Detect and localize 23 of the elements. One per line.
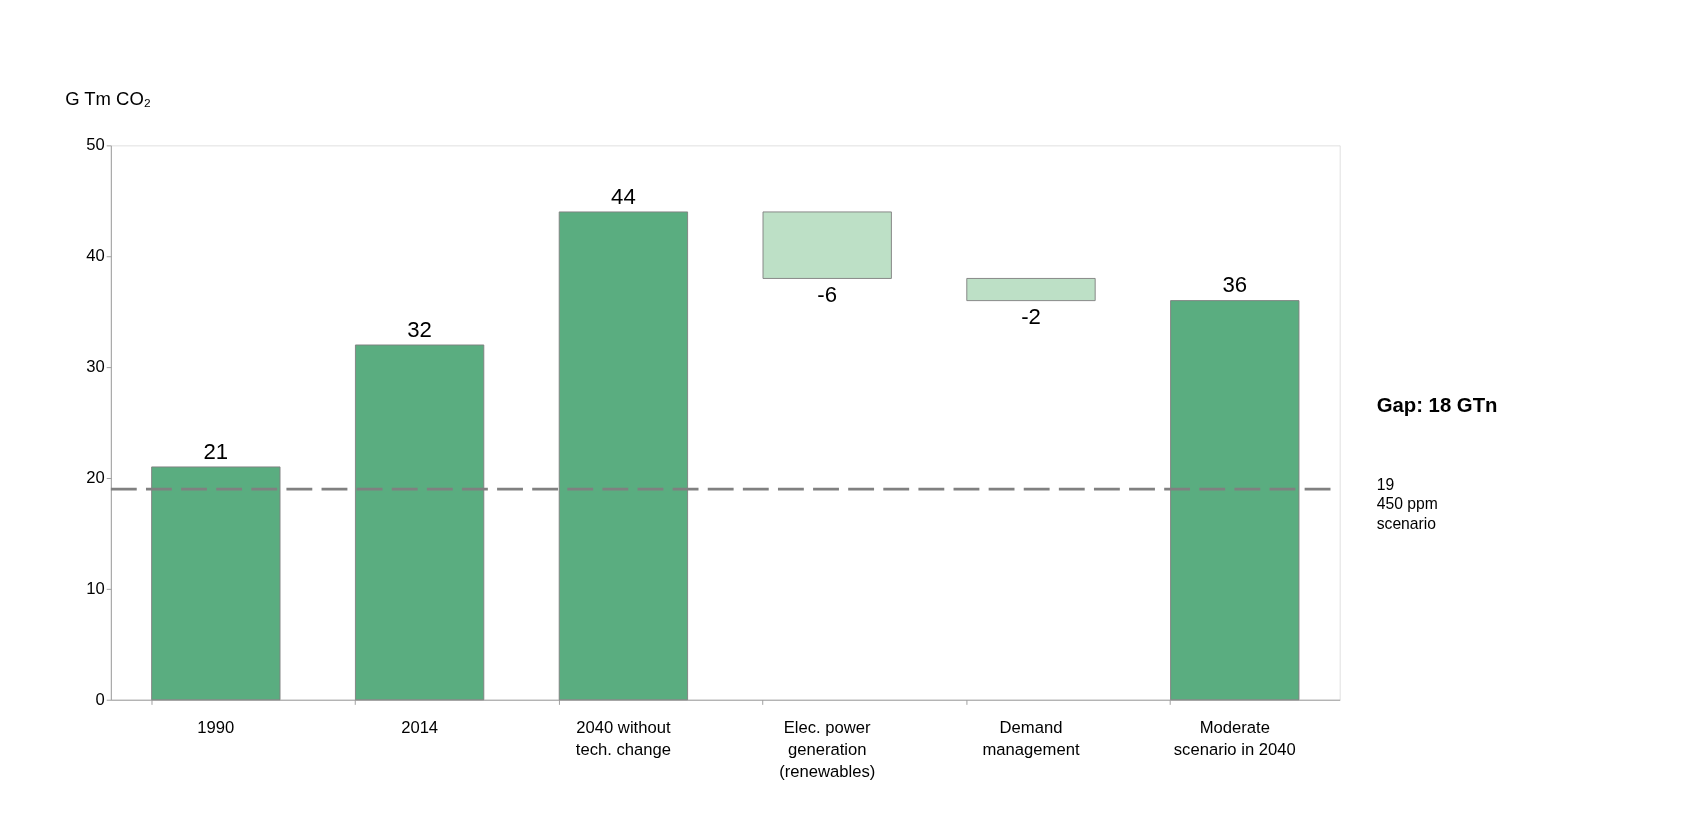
y-axis-title: G Tm CO₂ [65, 88, 151, 110]
y-tick-label: 30 [86, 357, 105, 377]
y-tick-label: 10 [86, 578, 105, 598]
data-label: -2 [1021, 303, 1041, 329]
ref-line-label: 19 450 ppm scenario [1376, 476, 1438, 532]
data-label: 44 [611, 183, 636, 209]
bar [966, 277, 1096, 302]
x-tick-label: Demand management [982, 718, 1080, 760]
x-tick-label: 2040 without tech. change [575, 718, 672, 760]
y-tick-label: 40 [86, 246, 105, 266]
y-tick-label: 0 [95, 689, 105, 709]
y-tick-label: 50 [86, 135, 105, 155]
x-tick-label: 1990 [197, 718, 235, 738]
x-tick-label: Moderate scenario in 2040 [1173, 718, 1296, 760]
data-label: -6 [817, 281, 838, 307]
bar [762, 211, 892, 279]
x-tick-label: Elec. power generation (renewables) [779, 718, 876, 782]
y-tick-label: 20 [86, 468, 105, 488]
data-label: 36 [1222, 272, 1248, 298]
text: Gap: 18 GTn [1376, 394, 1498, 417]
x-tick-label: 2014 [401, 718, 439, 738]
data-label: 21 [203, 438, 229, 464]
data-label: 32 [407, 316, 432, 342]
